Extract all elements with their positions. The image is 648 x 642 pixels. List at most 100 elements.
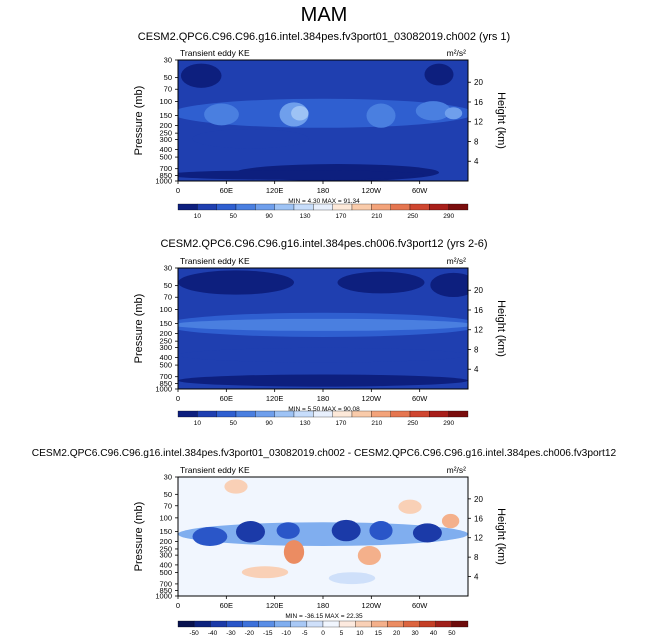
- colorbar-swatch: [177, 410, 198, 418]
- chart-title: CESM2.QPC6.C96.C96.g16.intel.384pes.fv3p…: [32, 448, 617, 459]
- x-tick-label: 60W: [412, 601, 428, 610]
- colorbar-swatch: [371, 203, 391, 211]
- y-right-tick-label: 4: [474, 365, 479, 374]
- colorbar-label: -15: [263, 630, 273, 637]
- y-tick-label: 1000: [155, 385, 172, 394]
- contour-blob: [178, 318, 468, 331]
- y-tick-label: 30: [164, 473, 172, 482]
- colorbar-swatch: [313, 203, 333, 211]
- colorbar-swatch: [293, 203, 314, 211]
- y-tick-label: 850: [159, 586, 172, 595]
- y-tick-label: 200: [159, 121, 172, 130]
- colorbar-label: 210: [371, 420, 382, 427]
- x-tick-label: 60W: [412, 394, 428, 403]
- colorbar-swatch: [274, 203, 295, 211]
- y-tick-label: 150: [159, 319, 172, 328]
- x-tick-label: 120W: [362, 186, 383, 195]
- colorbar-swatch: [429, 203, 449, 211]
- x-tick-label: 60W: [412, 186, 428, 195]
- y-tick-label: 400: [159, 560, 172, 569]
- colorbar-label: 5: [340, 630, 344, 637]
- y-tick-label: 30: [164, 264, 172, 273]
- y-tick-label: 850: [159, 171, 172, 180]
- contour-blob: [366, 103, 396, 128]
- chart-units: m²/s²: [447, 48, 467, 58]
- contour-blob: [415, 101, 451, 121]
- chart-panel-2: CESM2.QPC6.C96.C96.g16.intel.384pes.ch00…: [133, 238, 507, 427]
- colorbar-swatch: [351, 410, 372, 418]
- y-tick-label: 70: [164, 501, 172, 510]
- y-right-tick-label: 20: [474, 495, 483, 504]
- y-right-tick-label: 16: [474, 514, 483, 523]
- contour-field: [178, 60, 468, 181]
- colorbar-swatch: [390, 410, 411, 418]
- colorbar-swatch: [274, 620, 291, 628]
- colorbar-swatch: [226, 620, 243, 628]
- colorbar-swatch: [387, 620, 404, 628]
- colorbar-swatch: [293, 410, 314, 418]
- colorbar-swatch: [435, 620, 453, 628]
- contour-blob: [178, 270, 294, 295]
- x-tick-label: 60E: [220, 186, 233, 195]
- x-tick-label: 0: [176, 186, 180, 195]
- colorbar-swatch: [448, 410, 469, 418]
- y-tick-label: 300: [159, 135, 172, 144]
- y-tick-label: 50: [164, 73, 172, 82]
- colorbar-label: 30: [411, 630, 419, 637]
- y-right-tick-label: 16: [474, 306, 483, 315]
- colorbar-swatch: [313, 410, 333, 418]
- y-tick-label: 400: [159, 353, 172, 362]
- colorbar-swatch: [419, 620, 436, 628]
- y-right-tick-label: 12: [474, 118, 483, 127]
- y-tick-label: 700: [159, 579, 172, 588]
- contour-blob: [369, 521, 393, 541]
- x-tick-label: 0: [176, 601, 180, 610]
- y-tick-label: 500: [159, 568, 172, 577]
- colorbar-swatch: [332, 203, 353, 211]
- x-tick-label: 120E: [266, 394, 284, 403]
- x-tick-label: 120E: [266, 601, 284, 610]
- y-tick-label: 700: [159, 164, 172, 173]
- contour-blob: [178, 98, 468, 128]
- contour-blob: [178, 374, 468, 387]
- y-tick-label: 300: [159, 343, 172, 352]
- colorbar-label: 290: [443, 420, 454, 427]
- contour-blob: [331, 519, 361, 542]
- colorbar-label: 50: [230, 213, 238, 220]
- colorbar-swatch: [306, 620, 324, 628]
- contour-blob: [444, 107, 463, 120]
- colorbar-swatch: [216, 410, 237, 418]
- contour-blob: [178, 170, 425, 180]
- y-tick-label: 300: [159, 551, 172, 560]
- min-max-label: MIN = 5.50 MAX = 90.08: [288, 406, 360, 413]
- colorbar-swatch: [371, 410, 391, 418]
- colorbar-label: 170: [336, 213, 347, 220]
- y-right-axis-label: Height (km): [495, 92, 507, 149]
- x-tick-label: 0: [176, 394, 180, 403]
- x-tick-label: 120W: [362, 601, 383, 610]
- contour-blob: [441, 513, 460, 529]
- contour-blob: [430, 272, 468, 298]
- colorbar-swatch: [235, 203, 256, 211]
- colorbar-swatch: [448, 203, 469, 211]
- colorbar-swatch: [338, 620, 356, 628]
- colorbar-label: 0: [321, 630, 325, 637]
- y-tick-label: 50: [164, 490, 172, 499]
- contour-blob: [236, 521, 265, 543]
- colorbar-swatch: [332, 410, 353, 418]
- x-tick-label: 120W: [362, 394, 383, 403]
- colorbar-label: 15: [375, 630, 383, 637]
- colorbar-label: -5: [302, 630, 308, 637]
- contour-blob: [424, 63, 454, 86]
- min-max-label: MIN = -36.15 MAX = 22.35: [285, 613, 363, 620]
- y-axis-label: Pressure (mb): [133, 294, 145, 364]
- chart-subtitle: Transient eddy KE: [180, 465, 250, 475]
- colorbar-swatch: [290, 620, 308, 628]
- y-axis-label: Pressure (mb): [133, 502, 145, 572]
- y-tick-label: 30: [164, 56, 172, 65]
- colorbar-swatch: [258, 620, 275, 628]
- min-max-label: MIN = 4.30 MAX = 91.34: [288, 198, 360, 205]
- colorbar-label: 50: [448, 630, 456, 637]
- colorbar-swatch: [177, 203, 198, 211]
- colorbar-swatch: [390, 203, 411, 211]
